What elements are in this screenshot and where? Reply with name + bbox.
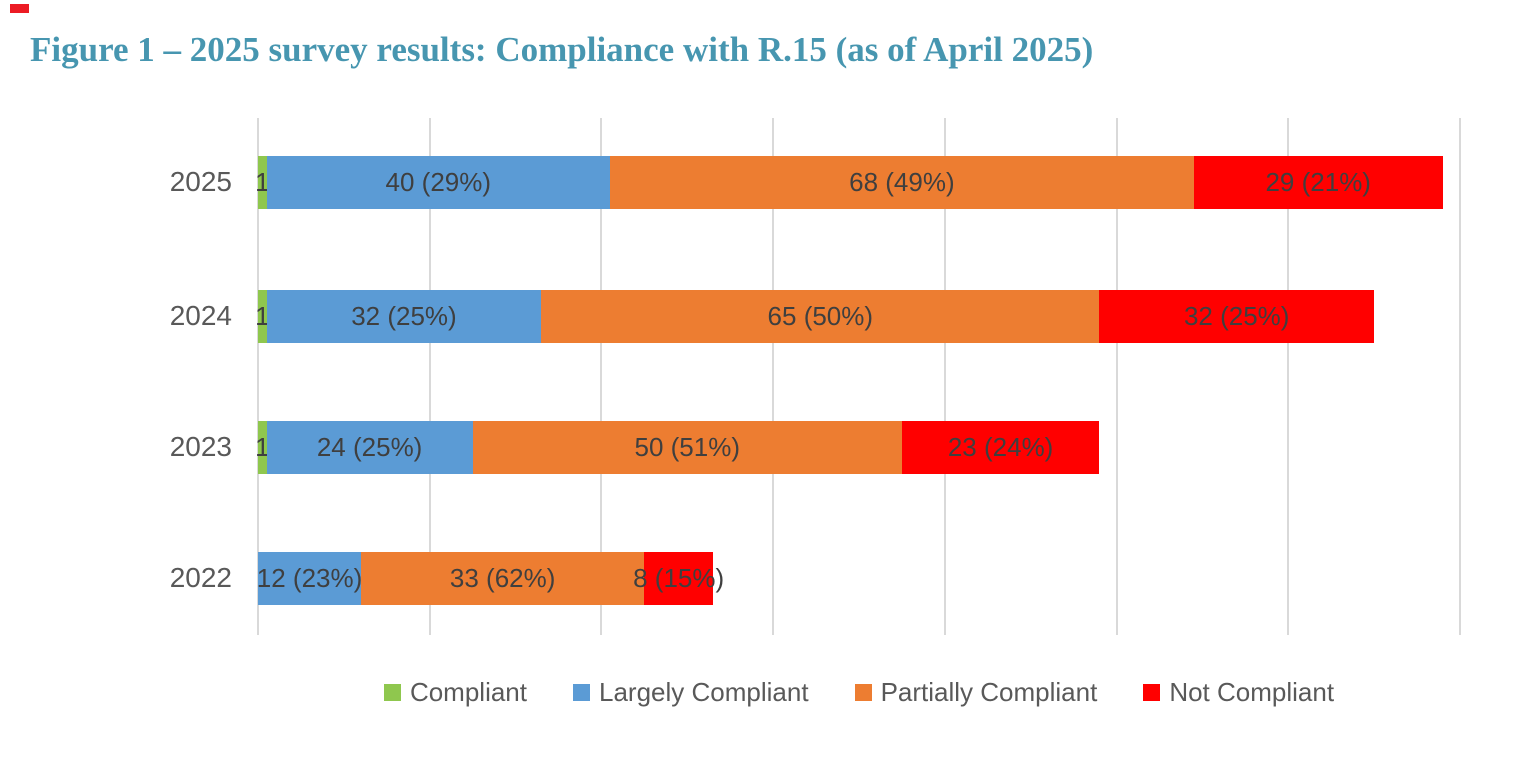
gridline: [600, 118, 603, 635]
red-annotation-marker: [10, 4, 29, 13]
legend-item-compliant: Compliant: [383, 676, 527, 708]
gridline: [428, 118, 431, 635]
segment-label-not-compliant-2024: 32 (25%): [1183, 300, 1290, 331]
segment-label-partially-compliant-2023: 50 (51%): [634, 431, 741, 462]
legend-label-compliant: Compliant: [409, 676, 527, 707]
y-axis-label-2024: 2024: [169, 300, 232, 331]
gridline: [1458, 118, 1461, 635]
segment-label-partially-compliant-2022: 33 (62%): [449, 562, 556, 593]
figure-title: Figure 1 – 2025 survey results: Complian…: [30, 30, 1094, 69]
legend-item-not-compliant: Not Compliant: [1143, 677, 1334, 708]
bar-segment-not-compliant-2024: 32 (25%): [1099, 289, 1375, 343]
bar-segment-compliant-2023: 1: [255, 420, 270, 474]
segment-label-compliant-2023: 1: [255, 431, 270, 462]
y-axis-label-2022: 2022: [169, 562, 232, 593]
gridline: [943, 118, 946, 635]
bar-segment-partially-compliant-2024: 65 (50%): [541, 289, 1100, 343]
gridline: [1287, 118, 1290, 635]
legend-swatch-partially-compliant: [854, 683, 872, 701]
legend-swatch-not-compliant: [1143, 683, 1161, 701]
legend-label-largely-compliant: Largely Compliant: [599, 676, 809, 707]
segment-label-largely-compliant-2023: 24 (25%): [316, 431, 423, 462]
legend-label-not-compliant: Not Compliant: [1169, 676, 1335, 707]
y-axis-label-2023: 2023: [169, 431, 232, 462]
segment-label-partially-compliant-2025: 68 (49%): [849, 166, 955, 197]
bar-segment-not-compliant-2023: 23 (24%): [901, 420, 1100, 474]
bar-segment-largely-compliant-2024: 32 (25%): [266, 289, 542, 343]
segment-label-not-compliant-2022: 8 (15%): [633, 562, 725, 593]
segment-label-not-compliant-2023: 23 (24%): [947, 431, 1054, 462]
gridline: [257, 118, 259, 635]
segment-label-largely-compliant-2024: 32 (25%): [351, 300, 457, 331]
bar-segment-not-compliant-2025: 29 (21%): [1193, 155, 1443, 209]
gridline: [1115, 118, 1118, 635]
legend-item-largely-compliant: Largely Compliant: [573, 677, 809, 708]
bar-segment-compliant-2024: 1: [255, 289, 270, 343]
bar-segment-largely-compliant-2025: 40 (29%): [266, 155, 610, 209]
y-axis-label-2025: 2025: [169, 166, 232, 197]
bar-segment-partially-compliant-2023: 50 (51%): [472, 420, 902, 474]
segment-label-largely-compliant-2022: 12 (23%): [256, 562, 363, 593]
segment-label-compliant-2025: 1: [255, 166, 270, 197]
bar-segment-largely-compliant-2023: 24 (25%): [266, 420, 473, 474]
bar-segment-partially-compliant-2022: 33 (62%): [361, 551, 645, 605]
segment-label-compliant-2024: 1: [255, 300, 270, 331]
bar-segment-partially-compliant-2025: 68 (49%): [609, 155, 1194, 209]
segment-label-largely-compliant-2025: 40 (29%): [385, 166, 492, 197]
bar-segment-compliant-2025: 1: [255, 155, 270, 209]
segment-label-not-compliant-2025: 29 (21%): [1265, 166, 1371, 197]
gridline: [772, 118, 775, 635]
segment-label-partially-compliant-2024: 65 (50%): [767, 300, 874, 331]
legend-item-partially-compliant: Partially Compliant: [854, 676, 1098, 708]
legend-swatch-largely-compliant: [573, 683, 590, 701]
bar-segment-not-compliant-2022: 8 (15%): [633, 551, 724, 605]
legend-label-partially-compliant: Partially Compliant: [880, 676, 1098, 707]
chart-legend: Compliant Largely Compliant Partially Comp…: [258, 670, 1460, 714]
bar-segment-largely-compliant-2022: 12 (23%): [256, 551, 363, 605]
legend-swatch-compliant: [383, 683, 401, 701]
